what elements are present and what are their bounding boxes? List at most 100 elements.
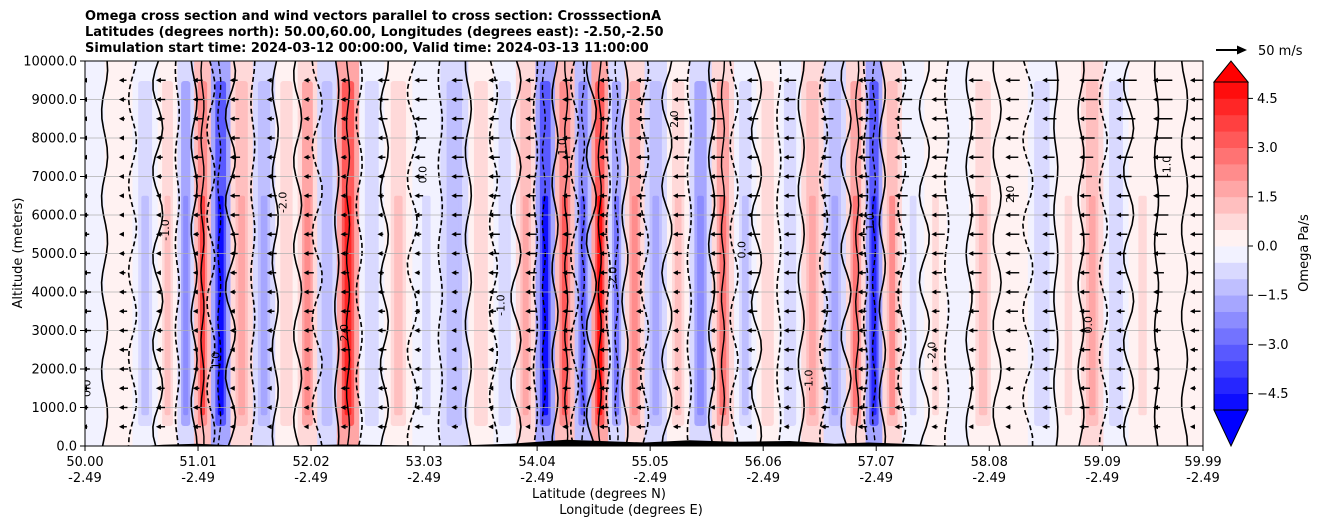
wind-vector-head [783,385,789,391]
wind-vector-head [894,77,900,83]
wind-vector-head [672,193,678,199]
omega-peak [1007,195,1018,416]
wind-vector-head [118,193,124,199]
wind-vector-head [192,135,198,141]
wind-vector-head [118,231,124,237]
wind-vector-head [377,231,383,237]
wind-vector-head [1079,424,1085,430]
contour-label: 2.0 [668,110,681,128]
wind-vector-head [118,328,124,333]
wind-vector-head [931,116,937,122]
omega-peak [674,195,682,416]
wind-vector-head [931,174,937,179]
wind-vector-head [488,308,494,314]
wind-vector-head [562,135,568,141]
omega-peak [304,195,311,416]
wind-vector-head [931,135,937,141]
wind-vector-head [229,385,235,391]
wind-vector-head [599,231,605,237]
wind-vector-head [746,251,752,256]
wind-vector-head [599,308,605,314]
wind-vector-head [820,174,826,179]
contour-label: 2.0 [338,324,351,342]
wind-vector-head [451,193,457,199]
wind-vector-head [451,424,457,430]
wind-vector-head [525,135,531,141]
wind-vector-head [1042,347,1048,353]
wind-vector-head [931,97,937,102]
wind-vector-head [783,135,789,141]
wind-vector-head [155,174,161,179]
wind-vector-head [118,347,124,353]
wind-vector-head [414,154,420,160]
omega-peak [889,195,896,416]
wind-vector-head [709,212,715,218]
wind-vector-head [599,116,605,122]
wind-vector-head [820,347,826,353]
wind-vector-head [635,308,641,314]
wind-vector-head [599,251,605,256]
wind-vector-head [820,366,826,372]
wind-vector-head [155,135,161,141]
wind-vector-head [635,77,641,83]
wind-vector-head [266,212,272,218]
x-tick-label-lon: -2.49 [746,471,780,486]
wind-vector-head [377,116,383,122]
colorbar-segment [1214,213,1248,230]
contour-line [311,61,323,446]
wind-vector-head [451,270,457,276]
wind-vector-head [599,77,605,83]
wind-vector-head [894,116,900,122]
wind-vector-head [488,424,494,430]
wind-vector-head [525,174,531,179]
wind-vector-head [857,385,863,391]
wind-vector-head [1005,347,1011,353]
wind-vector-head [192,308,198,314]
wind-vector-head [599,424,605,430]
wind-vector-head [229,174,235,179]
wind-vector-head [635,174,641,179]
wind-vector-head [192,405,198,410]
wind-vector-head [1079,289,1085,295]
omega-peak [91,195,98,416]
wind-vector-head [635,135,641,141]
wind-vector-head [451,366,457,372]
wind-vector-head [525,212,531,218]
wind-vector-head [192,328,198,333]
wind-vector-head [894,251,900,256]
contour-label: 1.0 [864,213,877,231]
wind-vector-head [488,347,494,353]
contour-label: -1.0 [1161,156,1174,177]
wind-vector-head [1042,366,1048,372]
wind-vector-head [229,251,235,256]
colorbar-segment [1214,196,1248,214]
colorbar-extend-max [1212,60,1250,83]
wind-vector-head [414,97,420,102]
wind-vector-head [1189,385,1195,391]
wind-vector-head [1116,385,1122,391]
wind-vector-head [266,424,272,430]
y-tick-label: 5000.0 [32,247,78,262]
wind-vector-head [488,212,494,218]
wind-vector-head [857,174,863,179]
wind-vector-head [968,424,974,430]
omega-peak [809,195,816,416]
wind-vector-head [488,116,494,122]
wind-vector-head [1079,231,1085,237]
wind-vector-head [1152,231,1158,237]
omega-peak [217,195,224,416]
wind-vector-head [377,174,383,179]
wind-vector-head [525,308,531,314]
wind-vector-head [266,347,272,353]
wind-vector-head [192,174,198,179]
wind-vector-head [192,289,198,295]
wind-vector-head [599,366,605,372]
wind-vector-head [894,328,900,333]
wind-vector-head [562,347,568,353]
wind-vector-head [746,154,752,160]
wind-vector-head [672,347,678,353]
wind-vector-head [1152,308,1158,314]
x-tick-label-lon: -2.49 [181,471,215,486]
wind-vector-head [1152,347,1158,353]
wind-vector-head [266,77,272,83]
